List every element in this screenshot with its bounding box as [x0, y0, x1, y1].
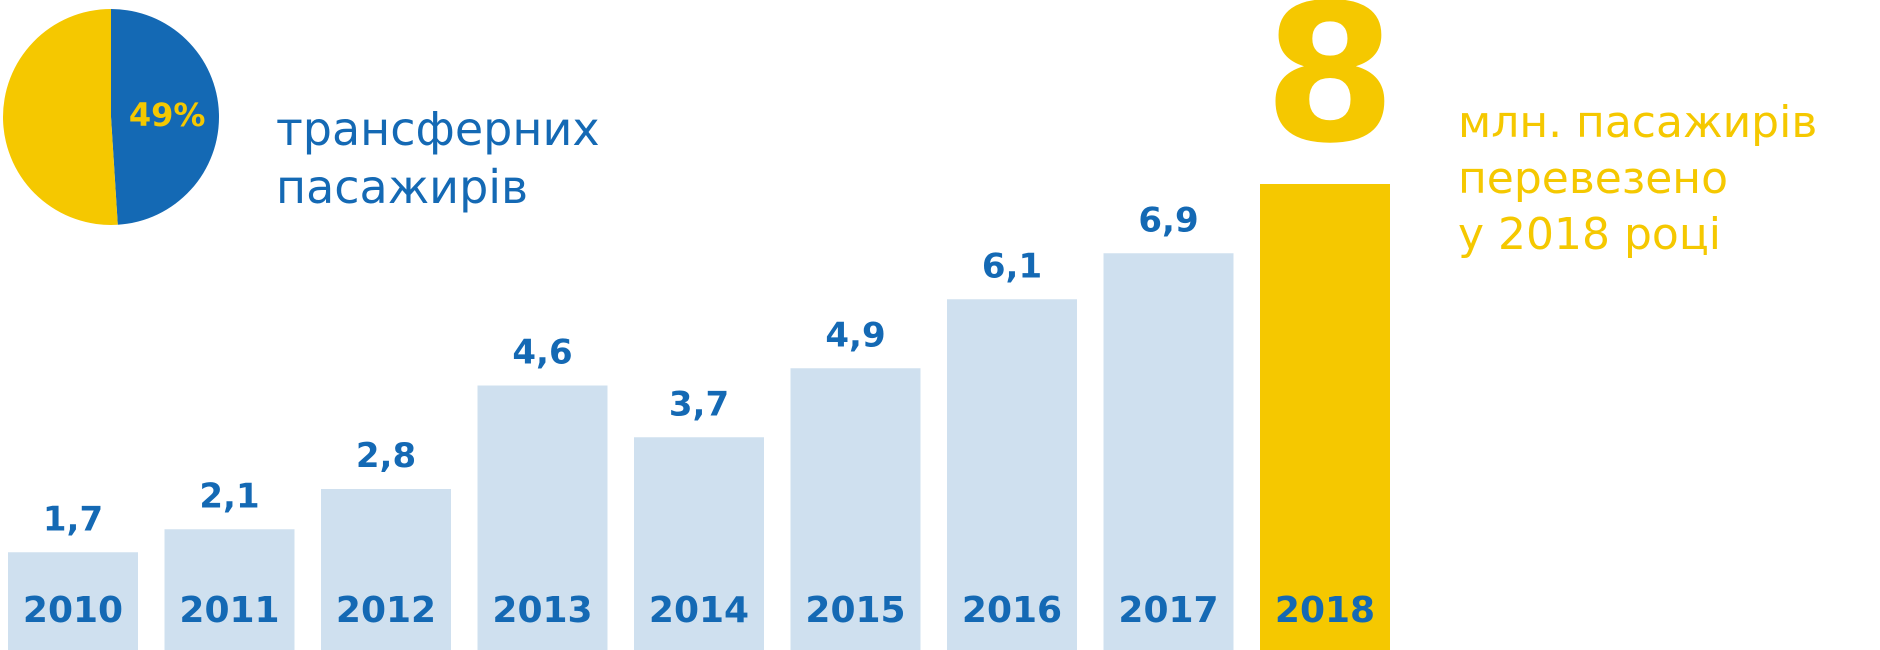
pie-slice-1 [111, 9, 219, 225]
bar-series: 2010 1,7 2011 2,1 2012 2,8 2013 4,6 2014 3,7 2015 4… [8, 184, 1390, 650]
value-label-2017: 6,9 [1138, 200, 1198, 240]
transfer-pie: 49% [2, 9, 219, 225]
bar-2017 [1103, 253, 1234, 650]
value-label-2016: 6,1 [982, 246, 1042, 286]
year-label-2015: 2015 [805, 590, 905, 631]
value-label-2013: 4,6 [512, 333, 572, 373]
pie-percent-label: 49% [129, 96, 206, 134]
total-passengers-number: 8 [1263, 0, 1397, 185]
bar-2012 [321, 489, 451, 650]
year-label-2013: 2013 [492, 590, 592, 631]
bar-2010 [8, 552, 138, 650]
bar-2011 [164, 529, 295, 650]
value-label-2010: 1,7 [43, 499, 103, 539]
year-label-2016: 2016 [962, 590, 1062, 631]
value-label-2011: 2,1 [199, 476, 259, 516]
bar-2015 [790, 368, 921, 650]
pie-slice-2 [2, 9, 118, 225]
year-label-2014: 2014 [649, 590, 749, 631]
bar-2013 [477, 385, 608, 650]
bar-2018 [1260, 184, 1390, 650]
year-label-2012: 2012 [336, 590, 436, 631]
bar-2014 [634, 437, 764, 650]
transfer-passengers-text: трансферних пасажирів [276, 102, 600, 214]
value-label-2014: 3,7 [669, 384, 729, 424]
year-label-2010: 2010 [23, 590, 123, 631]
year-label-2018: 2018 [1275, 590, 1375, 631]
year-label-2011: 2011 [179, 590, 279, 631]
value-label-2012: 2,8 [356, 436, 416, 476]
value-label-2015: 4,9 [825, 315, 885, 355]
year-label-2017: 2017 [1118, 590, 1218, 631]
total-passengers-caption: млн. пасажирів перевезено у 2018 році [1458, 97, 1818, 260]
bar-2016 [947, 299, 1077, 650]
